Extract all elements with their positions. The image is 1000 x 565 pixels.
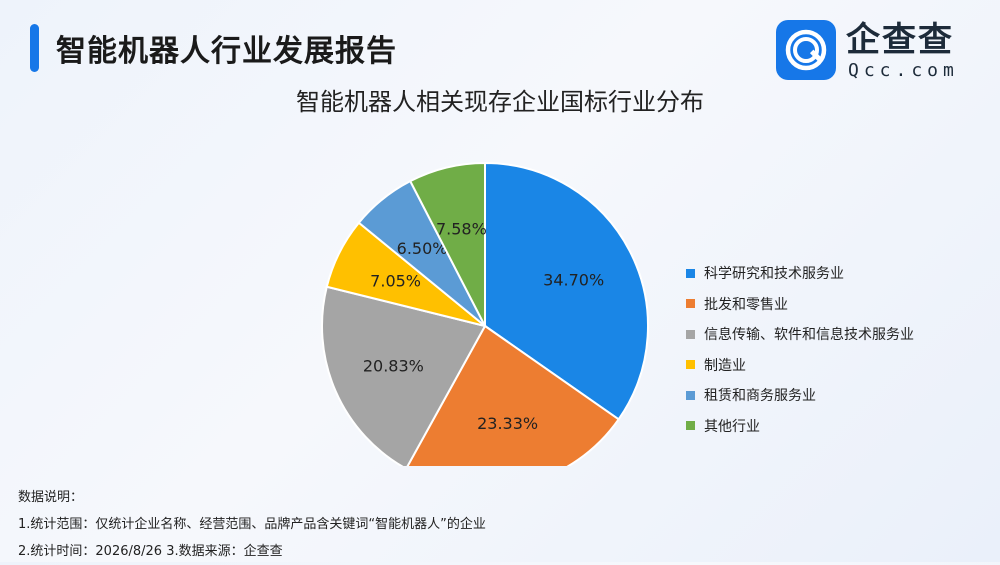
chart-title: 智能机器人相关现存企业国标行业分布 <box>296 88 704 116</box>
notes-heading: 数据说明： <box>18 490 84 505</box>
legend-swatch <box>686 268 695 278</box>
qcc-logo-icon <box>776 20 836 80</box>
pie-slice-5 <box>408 161 486 327</box>
logo-text-en: Qcc.com <box>848 60 959 81</box>
legend-swatch <box>686 421 695 431</box>
pie-data-label-2: 20.83% <box>363 356 424 375</box>
legend-item: 租赁和商务服务业 <box>686 380 914 411</box>
legend-item: 制造业 <box>686 350 914 381</box>
pie-slice-1 <box>406 324 621 466</box>
page-title: 智能机器人行业发展报告 <box>56 34 397 69</box>
legend-swatch <box>686 360 695 370</box>
legend-item: 信息传输、软件和信息技术服务业 <box>686 319 914 350</box>
pie-data-label-5: 7.58% <box>436 219 487 238</box>
title-accent-bar <box>30 24 39 72</box>
legend-label: 其他行业 <box>704 418 760 435</box>
pie-slice-0 <box>484 161 649 421</box>
legend-swatch <box>686 390 695 400</box>
legend-swatch <box>686 299 695 309</box>
logo-text-cn: 企查查 <box>846 20 954 60</box>
pie-data-label-3: 7.05% <box>370 272 421 291</box>
legend-label: 租赁和商务服务业 <box>704 388 816 405</box>
legend-item: 其他行业 <box>686 411 914 442</box>
pie-data-label-4: 6.50% <box>397 239 448 258</box>
legend-item: 科学研究和技术服务业 <box>686 258 914 289</box>
legend-label: 科学研究和技术服务业 <box>704 266 844 283</box>
data-notes: 数据说明： 1.统计范围：仅统计企业名称、经营范围、品牌产品含关键词“智能机器人… <box>18 484 486 565</box>
pie-slice-2 <box>321 285 487 466</box>
logo: 企查查 Qcc.com <box>776 20 976 82</box>
legend-label: 批发和零售业 <box>704 296 788 313</box>
legend-swatch <box>686 329 695 339</box>
legend-label: 制造业 <box>704 357 746 374</box>
pie-chart: 34.70% 23.33% 20.83% 7.05% 6.50%7.58% <box>321 161 649 466</box>
pie-data-label-1: 23.33% <box>477 414 538 433</box>
notes-line-2: 2.统计时间：2026/8/26 3.数据来源：企查查 <box>18 544 283 559</box>
pie-data-label-0: 34.70% <box>543 270 604 289</box>
notes-line-1: 1.统计范围：仅统计企业名称、经营范围、品牌产品含关键词“智能机器人”的企业 <box>18 517 486 532</box>
legend-item: 批发和零售业 <box>686 289 914 320</box>
chart-legend: 科学研究和技术服务业 批发和零售业信息传输、软件和信息技术服务业 制造业租赁和商务服… <box>686 258 914 441</box>
legend-label: 信息传输、软件和信息技术服务业 <box>704 327 914 344</box>
